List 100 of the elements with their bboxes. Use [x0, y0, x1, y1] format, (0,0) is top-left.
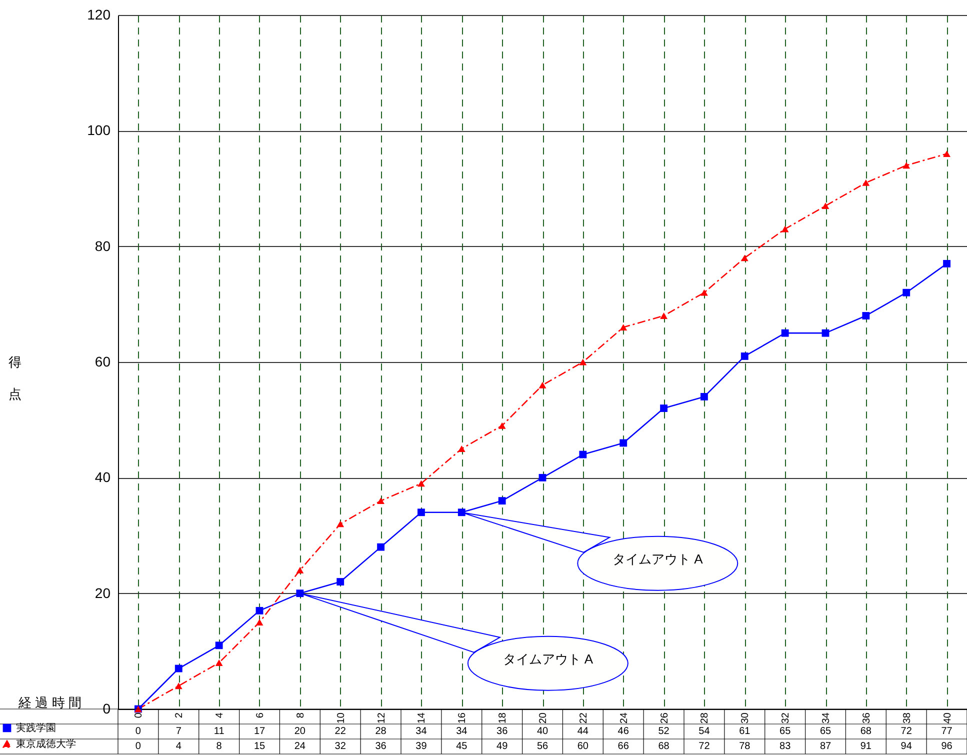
data-label: 77 — [941, 726, 953, 737]
x-tick-label: 10 — [336, 712, 347, 724]
x-tick-label: 28 — [700, 712, 711, 724]
x-tick-label: 40 — [942, 712, 954, 724]
data-label: 56 — [536, 741, 548, 752]
point — [458, 446, 466, 452]
x-tick-label: 20 — [538, 712, 549, 724]
point — [579, 450, 587, 458]
point — [620, 439, 628, 447]
point — [943, 150, 950, 158]
data-label: 28 — [375, 726, 387, 737]
point — [660, 404, 668, 412]
data-label: 94 — [900, 741, 912, 752]
data-label: 68 — [860, 726, 872, 737]
legend-label: 東京成徳大学 — [16, 738, 76, 750]
point — [174, 682, 182, 690]
data-label: 87 — [820, 741, 832, 752]
x-tick-label: 6 — [255, 712, 266, 718]
data-label: 96 — [941, 741, 953, 752]
point — [377, 543, 384, 551]
x-tick-label: 36 — [861, 712, 872, 724]
x-tick-label: 12 — [376, 712, 388, 724]
data-label: 91 — [860, 741, 872, 752]
text: 得点 — [8, 354, 22, 402]
point — [174, 664, 182, 672]
annotation: タイムアウト A — [612, 551, 704, 566]
data-label: 8 — [216, 741, 222, 752]
point — [822, 329, 830, 337]
x-tick-label: 24 — [618, 712, 630, 724]
x-tick-label: 8 — [295, 712, 306, 718]
data-label: 68 — [658, 741, 670, 752]
point — [538, 474, 546, 482]
point — [781, 329, 789, 337]
data-label: 78 — [739, 741, 751, 752]
point — [498, 422, 506, 429]
point — [740, 254, 748, 262]
data-label: 17 — [254, 726, 266, 737]
data-label: 36 — [496, 726, 508, 737]
point — [943, 260, 950, 268]
data-label: 66 — [618, 741, 630, 752]
x-axis-title: 経 過 時 間 — [18, 695, 82, 710]
point — [418, 480, 425, 487]
point — [418, 508, 425, 516]
point — [700, 289, 708, 296]
point — [498, 497, 506, 505]
data-label: 11 — [214, 726, 225, 737]
point — [862, 180, 870, 186]
data-label: 39 — [416, 741, 428, 752]
point — [740, 352, 748, 360]
point — [660, 312, 668, 319]
data-label: 72 — [900, 726, 912, 737]
data-label: 61 — [739, 726, 751, 737]
point — [579, 358, 587, 366]
point — [377, 498, 384, 504]
point — [822, 202, 830, 210]
point — [538, 382, 546, 388]
point — [296, 590, 304, 598]
y-tick-label: 80 — [94, 238, 111, 254]
x-tick-label: 2 — [174, 712, 186, 718]
point — [336, 520, 344, 528]
x-tick-label: 22 — [578, 712, 590, 724]
data-label: 7 — [176, 726, 182, 737]
data-label: 83 — [780, 741, 792, 752]
data-label: 54 — [698, 726, 710, 737]
data-label: 65 — [780, 726, 792, 737]
data-label: 45 — [456, 741, 468, 752]
y-tick-label: 40 — [94, 469, 111, 486]
data-label: 24 — [294, 741, 306, 752]
data-label: 0 — [135, 741, 142, 752]
data-label: 46 — [618, 726, 630, 737]
point — [781, 226, 789, 232]
x-tick-label: 30 — [740, 712, 752, 724]
data-label: 4 — [176, 741, 182, 752]
data-label: 36 — [375, 741, 387, 752]
point — [620, 324, 628, 331]
data-label: 40 — [536, 726, 548, 737]
point — [862, 312, 870, 320]
point — [902, 288, 910, 296]
y-tick-label: 120 — [87, 6, 111, 22]
point — [296, 566, 304, 574]
data-label: 32 — [334, 741, 346, 752]
x-tick-label: 18 — [498, 712, 509, 724]
x-tick-label: 16 — [457, 712, 468, 724]
data-label: 49 — [496, 741, 508, 752]
y-tick-label: 60 — [94, 354, 111, 370]
data-label: 52 — [658, 726, 670, 737]
data-label: 44 — [577, 726, 589, 737]
point — [700, 392, 708, 400]
point — [256, 619, 264, 626]
y-tick-label: 20 — [94, 584, 111, 601]
point — [215, 642, 223, 650]
x-tick-label: 38 — [902, 712, 913, 724]
data-label: 60 — [577, 741, 589, 752]
point — [458, 508, 466, 516]
x-tick-label: 0 — [134, 712, 145, 718]
x-tick-label: 26 — [659, 712, 670, 724]
point — [256, 606, 264, 614]
data-label: 72 — [698, 741, 710, 752]
x-tick-label: 4 — [214, 712, 226, 718]
x-tick-label: 14 — [416, 712, 428, 724]
